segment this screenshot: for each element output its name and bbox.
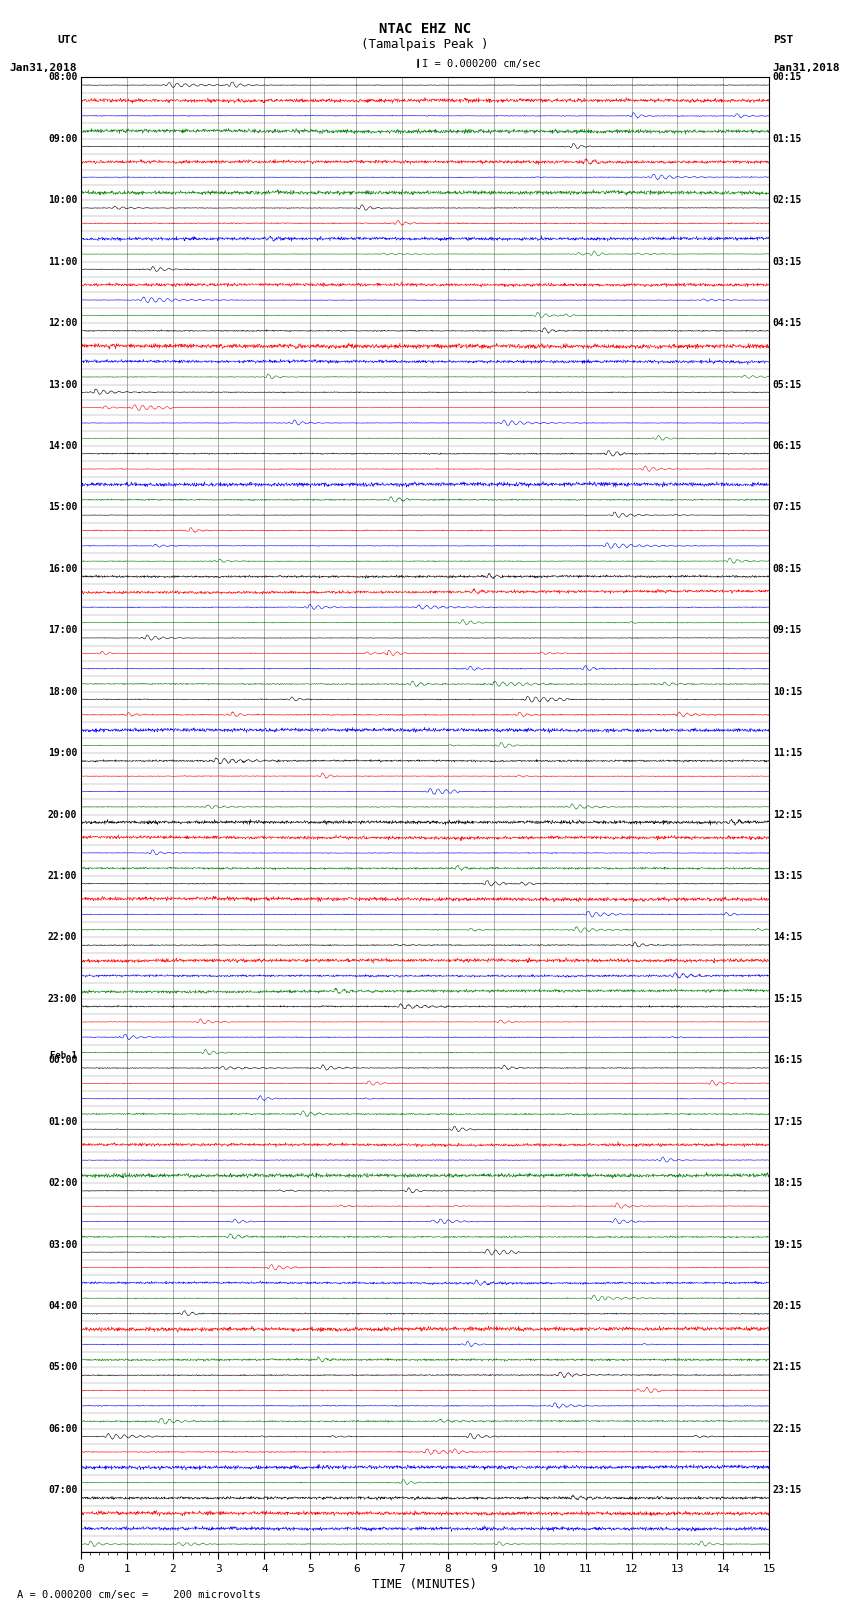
Text: 00:00: 00:00: [48, 1055, 77, 1065]
Text: 12:15: 12:15: [773, 810, 802, 819]
Text: 14:15: 14:15: [773, 932, 802, 942]
Text: 05:00: 05:00: [48, 1363, 77, 1373]
Text: 22:00: 22:00: [48, 932, 77, 942]
Text: Jan31,2018: Jan31,2018: [773, 63, 840, 73]
Text: 23:00: 23:00: [48, 994, 77, 1003]
Text: 16:15: 16:15: [773, 1055, 802, 1065]
Text: 01:00: 01:00: [48, 1116, 77, 1127]
Text: 13:00: 13:00: [48, 379, 77, 390]
Text: 20:00: 20:00: [48, 810, 77, 819]
Text: 18:00: 18:00: [48, 687, 77, 697]
X-axis label: TIME (MINUTES): TIME (MINUTES): [372, 1578, 478, 1590]
Text: 07:15: 07:15: [773, 502, 802, 513]
Text: 09:00: 09:00: [48, 134, 77, 144]
Text: 13:15: 13:15: [773, 871, 802, 881]
Text: A = 0.000200 cm/sec =    200 microvolts: A = 0.000200 cm/sec = 200 microvolts: [17, 1590, 261, 1600]
Text: 06:00: 06:00: [48, 1424, 77, 1434]
Text: 21:15: 21:15: [773, 1363, 802, 1373]
Text: 02:00: 02:00: [48, 1177, 77, 1189]
Text: 01:15: 01:15: [773, 134, 802, 144]
Text: 17:15: 17:15: [773, 1116, 802, 1127]
Text: 03:00: 03:00: [48, 1239, 77, 1250]
Text: 04:00: 04:00: [48, 1302, 77, 1311]
Text: 03:15: 03:15: [773, 256, 802, 266]
Text: 00:15: 00:15: [773, 73, 802, 82]
Text: 06:15: 06:15: [773, 440, 802, 452]
Text: 17:00: 17:00: [48, 626, 77, 636]
Text: I = 0.000200 cm/sec: I = 0.000200 cm/sec: [422, 60, 541, 69]
Text: 08:15: 08:15: [773, 565, 802, 574]
Text: 07:00: 07:00: [48, 1486, 77, 1495]
Text: (Tamalpais Peak ): (Tamalpais Peak ): [361, 37, 489, 52]
Text: Jan31,2018: Jan31,2018: [10, 63, 77, 73]
Text: 11:00: 11:00: [48, 256, 77, 266]
Text: 10:00: 10:00: [48, 195, 77, 205]
Text: 04:15: 04:15: [773, 318, 802, 327]
Text: 20:15: 20:15: [773, 1302, 802, 1311]
Text: 02:15: 02:15: [773, 195, 802, 205]
Text: 15:15: 15:15: [773, 994, 802, 1003]
Text: 09:15: 09:15: [773, 626, 802, 636]
Text: 05:15: 05:15: [773, 379, 802, 390]
Text: 11:15: 11:15: [773, 748, 802, 758]
Text: 18:15: 18:15: [773, 1177, 802, 1189]
Text: NTAC EHZ NC: NTAC EHZ NC: [379, 23, 471, 35]
Text: 10:15: 10:15: [773, 687, 802, 697]
Text: UTC: UTC: [57, 35, 77, 45]
Text: Feb 1: Feb 1: [50, 1052, 77, 1060]
Text: 16:00: 16:00: [48, 565, 77, 574]
Text: PST: PST: [773, 35, 793, 45]
Text: 19:15: 19:15: [773, 1239, 802, 1250]
Text: 19:00: 19:00: [48, 748, 77, 758]
Text: 08:00: 08:00: [48, 73, 77, 82]
Text: 21:00: 21:00: [48, 871, 77, 881]
Text: 15:00: 15:00: [48, 502, 77, 513]
Text: 12:00: 12:00: [48, 318, 77, 327]
Text: 14:00: 14:00: [48, 440, 77, 452]
Text: 23:15: 23:15: [773, 1486, 802, 1495]
Text: 22:15: 22:15: [773, 1424, 802, 1434]
